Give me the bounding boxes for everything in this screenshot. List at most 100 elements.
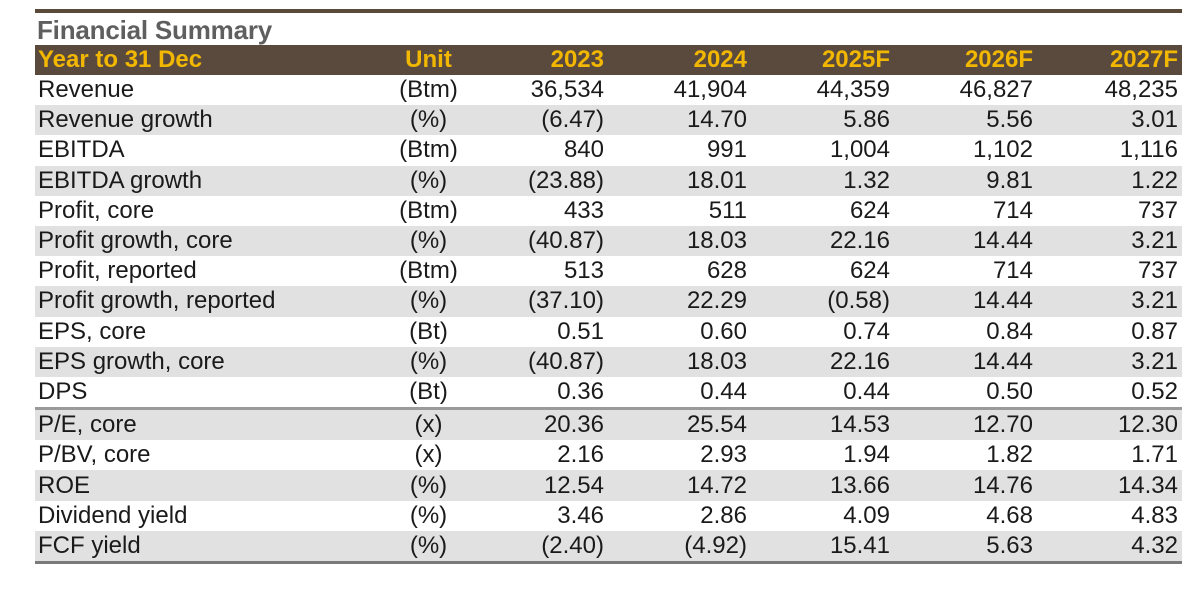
row-unit: (%): [380, 105, 465, 136]
value-cell: 3.21: [1037, 286, 1182, 317]
row-unit: (Bt): [409, 317, 448, 345]
value-cell: 18.03: [608, 225, 751, 257]
value-cell: 511: [708, 196, 747, 224]
header-year: 2024: [608, 45, 751, 75]
table-row: EPS growth, core (%) (40.87) 18.03 22.16 14.4…: [35, 346, 1182, 377]
value-cell: 991: [706, 136, 747, 164]
row-unit: (%): [380, 225, 465, 257]
table-row: Profit growth, reported (%) (37.10) 22.29 (0…: [35, 286, 1182, 317]
row-label: FCF yield: [35, 530, 380, 561]
header-year: 2023: [465, 45, 608, 75]
value-cell: 1.94: [843, 441, 890, 469]
row-unit: (Btm): [399, 257, 458, 285]
value-cell: (2.40): [465, 530, 608, 561]
value-cell: (23.88): [465, 165, 608, 196]
value-cell: 12.54: [465, 470, 608, 501]
header-label: Year to 31 Dec: [35, 45, 380, 75]
value-cell: 14.72: [608, 470, 751, 501]
row-label: DPS: [38, 377, 88, 405]
value-cell: 737: [1137, 257, 1178, 285]
table-row: DPS (Bt) 0.36 0.44 0.44 0.50 0.52: [35, 377, 1182, 409]
row-label: Revenue growth: [35, 105, 380, 136]
value-cell: 714: [992, 196, 1033, 224]
row-label: Profit growth, core: [35, 225, 380, 257]
value-cell: 2.93: [700, 441, 747, 469]
table-row: ROE (%) 12.54 14.72 13.66 14.76 14.34: [35, 470, 1182, 501]
value-cell: (40.87): [465, 225, 608, 257]
value-cell: 4.83: [1131, 501, 1178, 529]
value-cell: 0.44: [700, 377, 747, 405]
table-title: Financial Summary: [37, 15, 273, 45]
table-row: Dividend yield (%) 3.46 2.86 4.09 4.68 4.83: [35, 501, 1182, 531]
value-cell: 714: [992, 257, 1033, 285]
value-cell: 4.32: [1037, 530, 1182, 561]
value-cell: 18.01: [608, 165, 751, 196]
value-cell: (4.92): [608, 530, 751, 561]
table-row: P/BV, core (x) 2.16 2.93 1.94 1.82 1.71: [35, 440, 1182, 470]
bottom-rule: [35, 561, 1182, 564]
financial-summary-table: Year to 31 Dec Unit 2023 2024 2025F 2026…: [35, 45, 1182, 561]
value-cell: 0.74: [843, 317, 890, 345]
value-cell: 46,827: [959, 76, 1033, 104]
row-unit: (Btm): [399, 196, 458, 224]
value-cell: 14.44: [894, 286, 1037, 317]
value-cell: 1.82: [986, 441, 1033, 469]
value-cell: 0.60: [700, 317, 747, 345]
value-cell: 44,359: [816, 76, 890, 104]
row-label: EBITDA: [38, 136, 125, 164]
value-cell: 0.51: [557, 317, 604, 345]
value-cell: 513: [563, 257, 604, 285]
value-cell: 15.41: [751, 530, 894, 561]
value-cell: 12.70: [894, 407, 1037, 441]
value-cell: 624: [849, 257, 890, 285]
row-unit: (%): [380, 470, 465, 501]
value-cell: 0.50: [986, 377, 1033, 405]
table-row: Profit, reported (Btm) 513 628 624 714 737: [35, 256, 1182, 286]
value-cell: 2.86: [700, 501, 747, 529]
value-cell: (40.87): [465, 346, 608, 377]
value-cell: 5.56: [894, 105, 1037, 136]
value-cell: 4.09: [843, 501, 890, 529]
row-label: Profit, core: [38, 196, 155, 224]
table-row: EPS, core (Bt) 0.51 0.60 0.74 0.84 0.87: [35, 317, 1182, 347]
value-cell: 18.03: [608, 346, 751, 377]
value-cell: 0.87: [1131, 317, 1178, 345]
value-cell: 14.44: [894, 346, 1037, 377]
top-rule: [35, 9, 1182, 13]
value-cell: 1,004: [829, 136, 890, 164]
row-unit: (%): [409, 501, 448, 529]
table-row: EBITDA (Btm) 840 991 1,004 1,102 1,116: [35, 135, 1182, 165]
value-cell: 0.36: [557, 377, 604, 405]
row-label: Profit, reported: [38, 257, 197, 285]
row-label: Revenue: [38, 76, 135, 104]
header-year: 2027F: [1037, 45, 1182, 75]
value-cell: 0.44: [843, 377, 890, 405]
value-cell: 4.68: [986, 501, 1033, 529]
value-cell: 14.76: [894, 470, 1037, 501]
value-cell: 1.22: [1037, 165, 1182, 196]
table-row: Profit, core (Btm) 433 511 624 714 737: [35, 196, 1182, 226]
table-row: Revenue (Btm) 36,534 41,904 44,359 46,827 48,2…: [35, 75, 1182, 105]
row-unit: (Btm): [399, 76, 458, 104]
value-cell: 14.44: [894, 225, 1037, 257]
row-unit: (Btm): [399, 136, 458, 164]
value-cell: 0.84: [986, 317, 1033, 345]
value-cell: 5.86: [751, 105, 894, 136]
table-row: EBITDA growth (%) (23.88) 18.01 1.32 9.81 1.22: [35, 165, 1182, 196]
table-row: Revenue growth (%) (6.47) 14.70 5.86 5.56 3.01: [35, 105, 1182, 136]
row-label: ROE: [35, 470, 380, 501]
row-label: Profit growth, reported: [35, 286, 380, 317]
row-label: Dividend yield: [38, 501, 188, 529]
value-cell: 5.63: [894, 530, 1037, 561]
value-cell: 1,102: [972, 136, 1033, 164]
row-unit: (x): [380, 407, 465, 441]
header-unit: Unit: [380, 45, 465, 75]
value-cell: 1.71: [1131, 441, 1178, 469]
table-row: FCF yield (%) (2.40) (4.92) 15.41 5.63 4.32: [35, 530, 1182, 561]
header-year: 2025F: [751, 45, 894, 75]
value-cell: 433: [563, 196, 604, 224]
value-cell: 14.34: [1037, 470, 1182, 501]
row-unit: (%): [380, 346, 465, 377]
value-cell: (37.10): [465, 286, 608, 317]
value-cell: 2.16: [557, 441, 604, 469]
